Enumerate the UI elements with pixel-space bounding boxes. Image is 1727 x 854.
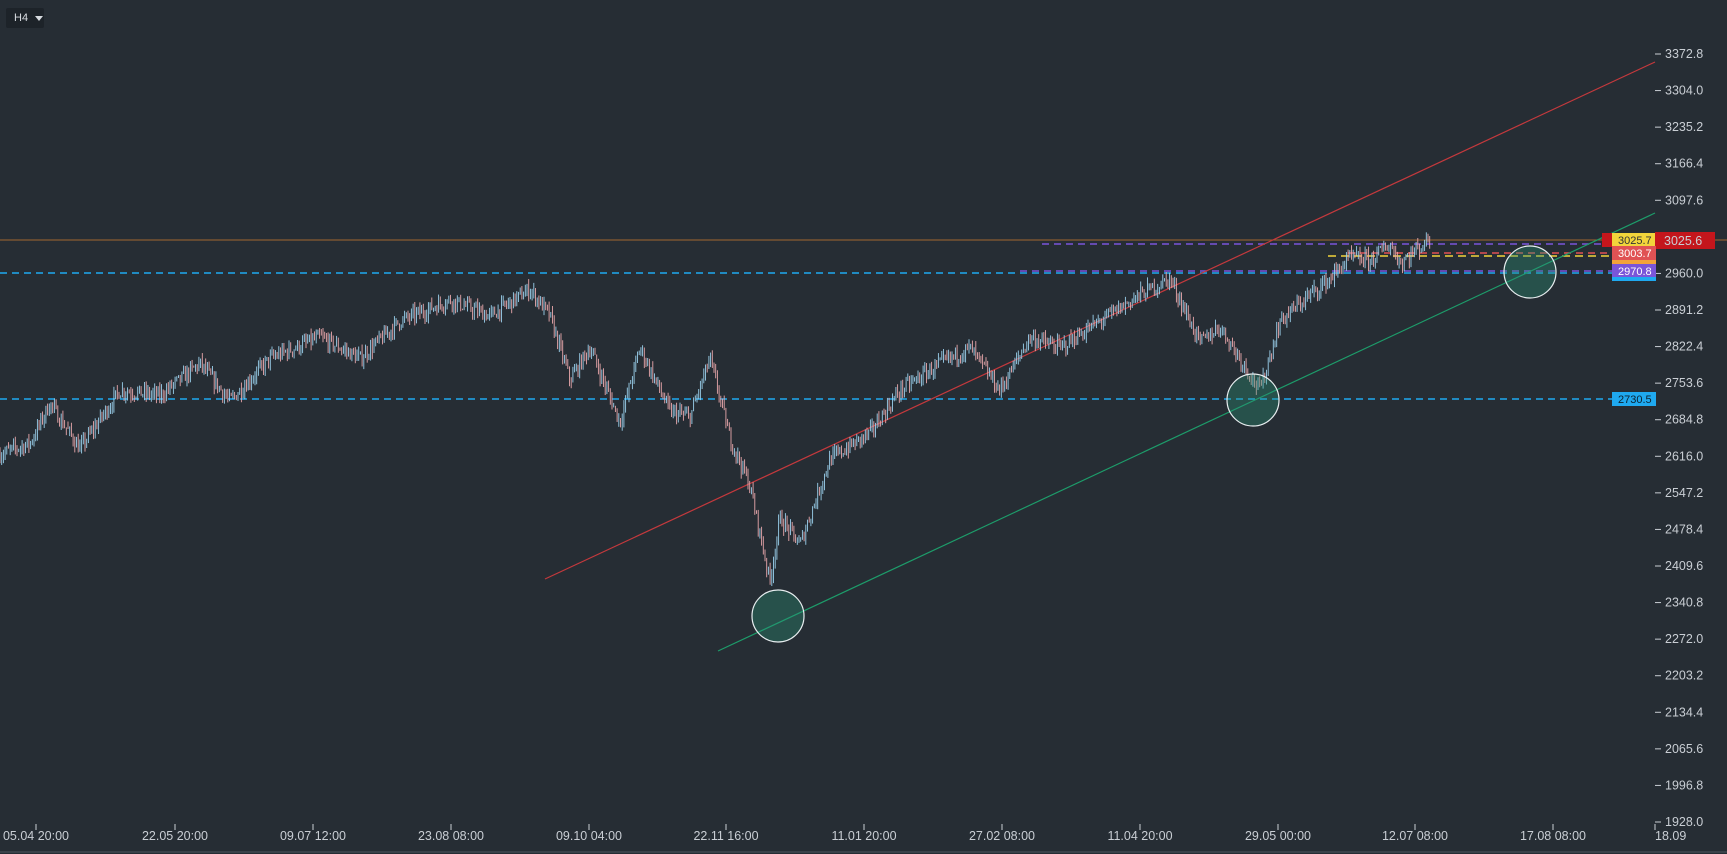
y-tick-label: 3166.4 bbox=[1665, 157, 1703, 171]
purple-price-tag: 2970.8 bbox=[1618, 266, 1652, 278]
x-tick-label: 09.10 04:00 bbox=[556, 829, 622, 843]
x-tick-label: 12.07 08:00 bbox=[1382, 829, 1448, 843]
yellow-price-tag: 3025.7 bbox=[1618, 235, 1652, 247]
y-tick-label: 2684.8 bbox=[1665, 413, 1703, 427]
y-tick-label: 2547.2 bbox=[1665, 486, 1703, 500]
y-tick-label: 2616.0 bbox=[1665, 449, 1703, 463]
y-tick-label: 2960.0 bbox=[1665, 266, 1703, 280]
y-tick-label: 2822.4 bbox=[1665, 340, 1703, 354]
timeframe-label: H4 bbox=[14, 12, 29, 24]
circle-markers bbox=[751, 245, 1557, 643]
highlight-circle bbox=[751, 589, 805, 643]
y-tick-label: 2409.6 bbox=[1665, 559, 1703, 573]
y-tick-label: 1928.0 bbox=[1665, 815, 1703, 829]
y-tick-label: 3235.2 bbox=[1665, 120, 1703, 134]
y-tick-label: 2891.2 bbox=[1665, 303, 1703, 317]
timeframe-selector[interactable]: H4 bbox=[6, 8, 44, 28]
y-tick-label: 2753.6 bbox=[1665, 376, 1703, 390]
yellow-price-tag-bg bbox=[1612, 233, 1656, 247]
y-tick-label: 2134.4 bbox=[1665, 705, 1703, 719]
x-tick-label: 29.05 00:00 bbox=[1245, 829, 1311, 843]
candles bbox=[0, 232, 1431, 587]
highlight-circle bbox=[1503, 245, 1557, 299]
y-tick-label: 3372.8 bbox=[1665, 47, 1703, 61]
price-tags: 3025.7 3025.6 3003.7 2970.8 2730.5 bbox=[1602, 232, 1715, 406]
blue-price-tag: 2730.5 bbox=[1618, 394, 1652, 406]
highlight-circle bbox=[1226, 373, 1280, 427]
x-tick-label: 22.05 20:00 bbox=[142, 829, 208, 843]
green-trend-line bbox=[717, 212, 1656, 652]
x-tick-label: 11.01 20:00 bbox=[831, 829, 896, 843]
x-tick-label: 11.04 20:00 bbox=[1107, 829, 1172, 843]
y-tick-label: 2340.8 bbox=[1665, 596, 1703, 610]
x-tick-label: 18.09 bbox=[1655, 829, 1686, 843]
current-price-tag-arrow bbox=[1602, 233, 1612, 247]
blue-price-tag-bg bbox=[1612, 392, 1656, 406]
time-axis: 05.04 20:00 22.05 20:00 09.07 12:00 23.08 0… bbox=[0, 824, 1727, 853]
y-tick-label: 2272.0 bbox=[1665, 632, 1703, 646]
y-tick-label: 2203.2 bbox=[1665, 669, 1703, 683]
current-price-tag: 3025.6 bbox=[1664, 234, 1702, 248]
y-tick-label: 1996.8 bbox=[1665, 778, 1703, 792]
y-tick-label: 2065.6 bbox=[1665, 742, 1703, 756]
y-tick-label: 3097.6 bbox=[1665, 193, 1703, 207]
red-price-tag: 3003.7 bbox=[1618, 248, 1652, 260]
chevron-down-icon bbox=[35, 15, 44, 21]
current-price-tag-bg bbox=[1655, 232, 1715, 249]
x-tick-label: 09.07 12:00 bbox=[280, 829, 346, 843]
orange-stripe bbox=[1612, 260, 1656, 266]
x-tick-label: 22.11 16:00 bbox=[693, 829, 758, 843]
x-tick-label: 27.02 08:00 bbox=[969, 829, 1035, 843]
drawing-lines bbox=[0, 61, 1727, 652]
x-tick-label: 05.04 20:00 bbox=[3, 829, 69, 843]
blue-stripe bbox=[1612, 277, 1656, 281]
y-tick-label: 2478.4 bbox=[1665, 522, 1703, 536]
y-tick-label: 3304.0 bbox=[1665, 84, 1703, 98]
purple-price-tag-bg bbox=[1612, 264, 1656, 278]
price-axis: 3372.8 3304.0 3235.2 3166.4 3097.6 2960.0 2891… bbox=[1655, 47, 1703, 829]
x-tick-label: 23.08 08:00 bbox=[418, 829, 484, 843]
red-price-tag-bg bbox=[1612, 246, 1656, 260]
x-tick-label: 17.08 08:00 bbox=[1520, 829, 1586, 843]
